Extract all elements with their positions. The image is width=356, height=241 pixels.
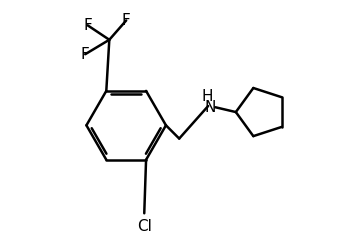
Text: H: H [201,89,213,104]
Text: Cl: Cl [137,219,152,234]
Text: N: N [205,100,216,115]
Text: F: F [83,18,92,33]
Text: F: F [122,13,131,28]
Text: F: F [81,47,90,62]
